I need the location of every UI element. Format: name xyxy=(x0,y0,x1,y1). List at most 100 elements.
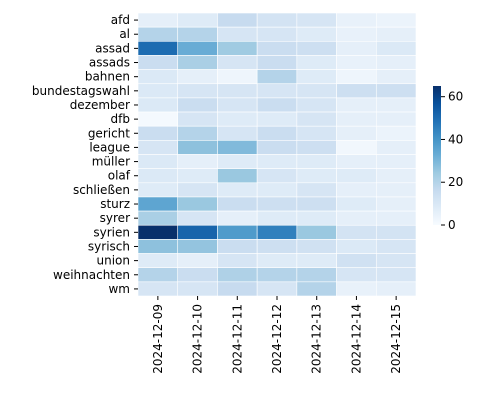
heatmap-cell-syrien-2024-12-09 xyxy=(137,224,179,240)
heatmap-cell-gericht-2024-12-13 xyxy=(296,125,337,141)
row-label-syrien: syrien xyxy=(93,225,130,239)
heatmap-cell-assads-2024-12-13 xyxy=(296,55,337,70)
heatmap-cell-league-2024-12-12 xyxy=(256,140,298,155)
heatmap-cell-schließen-2024-12-10 xyxy=(177,182,218,198)
heatmap-cell-afd-2024-12-10 xyxy=(177,12,218,28)
heatmap-cell-syrer-2024-12-10 xyxy=(177,210,218,226)
heatmap-cell-weihnachten-2024-12-10 xyxy=(177,267,218,283)
colorbar-gradient xyxy=(433,86,441,225)
heatmap-cell-assads-2024-12-10 xyxy=(177,55,218,70)
heatmap-cell-syrisch-2024-12-15 xyxy=(375,239,417,254)
heatmap-cell-schließen-2024-12-12 xyxy=(256,182,298,198)
heatmap-cell-dezember-2024-12-13 xyxy=(296,97,337,113)
column-labels: 2024-12-09 2024-12-10 2024-12-11 2024-12-12… xyxy=(151,296,403,374)
heatmap-cell-union-2024-12-14 xyxy=(336,253,377,269)
heatmap-cell-sturz-2024-12-10 xyxy=(177,196,218,212)
row-label-dezember: dezember xyxy=(70,98,130,112)
heatmap-cell-bahnen-2024-12-13 xyxy=(296,69,337,85)
colorbar-tick-label: 20 xyxy=(448,175,463,189)
heatmap-cell-schließen-2024-12-13 xyxy=(296,182,337,198)
heatmap-cell-syrer-2024-12-13 xyxy=(296,210,337,226)
row-label-gericht: gericht xyxy=(88,126,130,140)
heatmap-cell-syrisch-2024-12-10 xyxy=(177,239,218,254)
heatmap-cell-dezember-2024-12-10 xyxy=(177,97,218,113)
row-label-afd: afd xyxy=(111,13,130,27)
heatmap-cell-al-2024-12-10 xyxy=(177,26,218,42)
heatmap-cell-al-2024-12-15 xyxy=(375,26,417,42)
heatmap-cell-bahnen-2024-12-14 xyxy=(336,69,377,85)
heatmap-cell-league-2024-12-09 xyxy=(137,140,179,155)
heatmap-cell-bundestagswahl-2024-12-11 xyxy=(217,83,258,99)
heatmap-cell-syrer-2024-12-12 xyxy=(256,210,298,226)
heatmap-cell-al-2024-12-12 xyxy=(256,26,298,42)
column-label-2024-12-15: 2024-12-15 xyxy=(389,304,403,374)
heatmap-cell-syrien-2024-12-10 xyxy=(177,224,218,240)
row-labels: afdalassadassadsbahnenbundestagswahldeze… xyxy=(32,13,138,296)
heatmap-cell-bundestagswahl-2024-12-14 xyxy=(336,83,377,99)
heatmap-cell-gericht-2024-12-12 xyxy=(256,125,298,141)
heatmap-cell-syrisch-2024-12-11 xyxy=(217,239,258,254)
heatmap-cell-wm-2024-12-10 xyxy=(177,281,218,297)
heatmap-cell-dfb-2024-12-12 xyxy=(256,111,298,127)
heatmap-cell-dezember-2024-12-12 xyxy=(256,97,298,113)
heatmap-cell-dfb-2024-12-10 xyxy=(177,111,218,127)
heatmap-cell-al-2024-12-13 xyxy=(296,26,337,42)
column-label-2024-12-13: 2024-12-13 xyxy=(310,304,324,374)
heatmap-cell-syrisch-2024-12-12 xyxy=(256,239,298,254)
row-label-bundestagswahl: bundestagswahl xyxy=(32,84,130,98)
heatmap-cell-syrisch-2024-12-14 xyxy=(336,239,377,254)
heatmap-cell-assad-2024-12-11 xyxy=(217,40,258,56)
colorbar-tick-label: 40 xyxy=(448,132,463,146)
heatmap-cell-syrien-2024-12-11 xyxy=(217,224,258,240)
heatmap-cell-gericht-2024-12-14 xyxy=(336,125,377,141)
row-label-syrisch: syrisch xyxy=(88,239,130,253)
heatmap-cell-schließen-2024-12-11 xyxy=(217,182,258,198)
column-label-2024-12-12: 2024-12-12 xyxy=(270,304,284,374)
row-label-olaf: olaf xyxy=(108,169,131,183)
heatmap-cell-syrer-2024-12-15 xyxy=(375,210,417,226)
heatmap-cell-assad-2024-12-13 xyxy=(296,40,337,56)
heatmap-cell-müller-2024-12-12 xyxy=(256,154,298,169)
heatmap-cell-assad-2024-12-09 xyxy=(137,40,179,56)
row-label-dfb: dfb xyxy=(111,112,130,126)
heatmap-cell-bahnen-2024-12-10 xyxy=(177,69,218,85)
heatmap-cell-dfb-2024-12-11 xyxy=(217,111,258,127)
heatmap-cell-olaf-2024-12-12 xyxy=(256,168,298,184)
heatmap-cell-gericht-2024-12-09 xyxy=(137,125,179,141)
heatmap-cell-sturz-2024-12-09 xyxy=(137,196,179,212)
heatmap-cell-al-2024-12-09 xyxy=(137,26,179,42)
heatmap-cell-müller-2024-12-10 xyxy=(177,154,218,169)
heatmap-cell-dfb-2024-12-15 xyxy=(375,111,417,127)
heatmap-cell-wm-2024-12-14 xyxy=(336,281,377,297)
heatmap-cell-wm-2024-12-13 xyxy=(296,281,337,297)
heatmap-cell-union-2024-12-10 xyxy=(177,253,218,269)
heatmap-cell-union-2024-12-13 xyxy=(296,253,337,269)
heatmap-cell-dezember-2024-12-14 xyxy=(336,97,377,113)
heatmap-cell-bahnen-2024-12-12 xyxy=(256,69,298,85)
heatmap-cell-assads-2024-12-09 xyxy=(137,55,179,70)
column-label-2024-12-10: 2024-12-10 xyxy=(191,304,205,374)
heatmap-cell-syrisch-2024-12-13 xyxy=(296,239,337,254)
row-label-assads: assads xyxy=(89,56,130,70)
heatmap-cell-union-2024-12-15 xyxy=(375,253,417,269)
heatmap-cell-bahnen-2024-12-09 xyxy=(137,69,179,85)
heatmap-cell-olaf-2024-12-09 xyxy=(137,168,179,184)
heatmap-cell-syrien-2024-12-14 xyxy=(336,224,377,240)
heatmap-cell-sturz-2024-12-15 xyxy=(375,196,417,212)
heatmap-cell-olaf-2024-12-14 xyxy=(336,168,377,184)
heatmap-cell-al-2024-12-11 xyxy=(217,26,258,42)
heatmap-cell-dezember-2024-12-09 xyxy=(137,97,179,113)
heatmap-cell-afd-2024-12-14 xyxy=(336,12,377,28)
heatmap-cell-müller-2024-12-09 xyxy=(137,154,179,169)
heatmap-cell-müller-2024-12-13 xyxy=(296,154,337,169)
row-label-bahnen: bahnen xyxy=(85,70,130,84)
row-label-union: union xyxy=(97,254,131,268)
heatmap-cell-sturz-2024-12-14 xyxy=(336,196,377,212)
heatmap-cell-sturz-2024-12-12 xyxy=(256,196,298,212)
heatmap-cell-weihnachten-2024-12-15 xyxy=(375,267,417,283)
heatmap-cell-sturz-2024-12-11 xyxy=(217,196,258,212)
heatmap-cell-syrer-2024-12-11 xyxy=(217,210,258,226)
heatmap-cell-gericht-2024-12-11 xyxy=(217,125,258,141)
heatmap-cell-league-2024-12-15 xyxy=(375,140,417,155)
heatmap-cell-syrien-2024-12-13 xyxy=(296,224,337,240)
